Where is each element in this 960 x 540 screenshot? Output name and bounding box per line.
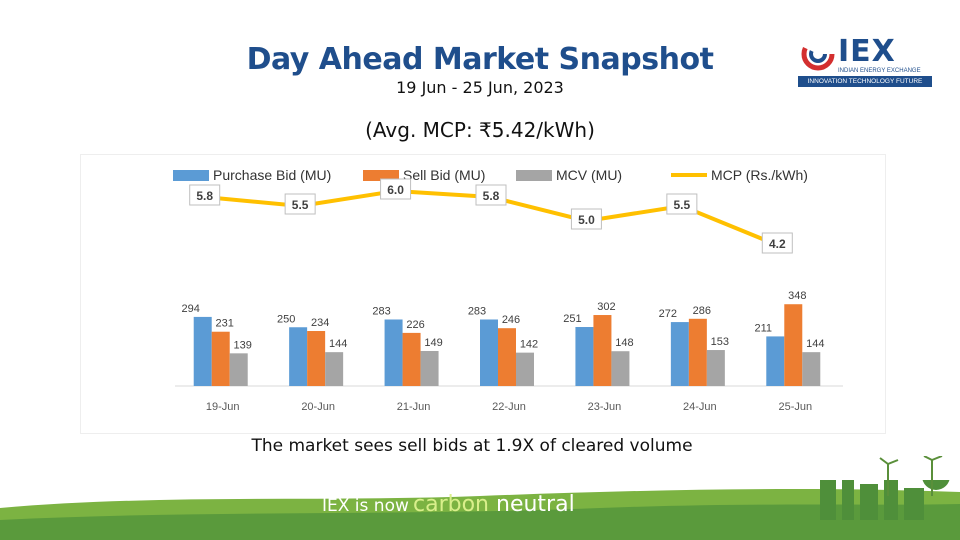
bar-label-0: 251 [563,313,581,325]
legend-swatch-1 [363,170,399,181]
mcp-label-box [570,208,602,230]
bar-1 [307,331,326,386]
bar-1 [498,328,516,386]
avg-mcp: (Avg. MCP: ₹5.42/kWh) [365,118,595,142]
bar-2 [325,352,344,386]
legend-label-0: Purchase Bid (MU) [213,167,331,183]
legend-swatch-2 [516,170,552,181]
mcp-label-box [189,184,221,206]
x-tick-label: 21-Jun [397,401,431,413]
bar-2 [706,350,725,386]
bar-label-2: 148 [615,337,633,349]
bar-1 [593,315,612,386]
bar-0 [384,319,403,386]
mcp-label: 6.0 [387,183,404,197]
mcp-label: 5.8 [483,189,500,203]
chart-panel: Purchase Bid (MU) Sell Bid (MU) MCV (MU) MC… [80,154,886,434]
bar-label-1: 246 [502,314,520,326]
footer-word-neutral: neutral [496,492,575,517]
x-tick-label: 20-Jun [301,401,335,413]
bar-label-2: 142 [520,339,538,351]
bar-label-2: 144 [806,338,824,350]
bar-label-2: 153 [711,336,729,348]
bar-1 [784,304,803,386]
bar-label-0: 272 [659,308,677,320]
bar-1 [211,331,230,386]
date-range: 19 Jun - 25 Jun, 2023 [396,78,564,97]
bar-2 [802,352,821,386]
market-note: The market sees sell bids at 1.9X of cle… [251,436,693,456]
bar-label-0: 250 [277,313,295,325]
bar-0 [289,327,308,386]
x-tick-label: 19-Jun [206,401,240,413]
logo-tagline: INNOVATION TECHNOLOGY FUTURE [798,76,932,87]
bar-label-0: 211 [755,322,773,334]
mcp-label: 5.5 [292,198,309,212]
bar-label-2: 144 [329,338,347,350]
bar-label-1: 348 [788,290,806,302]
footer-prefix: IEX is now [322,496,409,516]
bar-label-1: 302 [597,301,615,313]
legend-label-3: MCP (Rs./kWh) [711,167,808,183]
bar-label-1: 231 [216,318,234,330]
bar-label-0: 283 [372,305,390,317]
bar-0 [480,319,498,386]
city-skyline-icon [820,480,950,520]
page-title: Day Ahead Market Snapshot [246,42,714,77]
x-tick-label: 23-Jun [588,401,622,413]
mcp-label-box [380,178,412,200]
footer-word-carbon: carbon [413,492,489,517]
bar-2 [516,352,534,386]
bar-2 [229,353,248,386]
mcp-label-box [284,193,316,215]
mcp-label-box [475,184,507,206]
legend-label-2: MCV (MU) [556,167,622,183]
logo-name: IEX [838,34,896,69]
mcp-label: 4.2 [769,237,786,251]
bar-1 [402,332,421,386]
bar-0 [575,327,594,386]
bid-chart: Purchase Bid (MU) Sell Bid (MU) MCV (MU) MC… [173,167,843,413]
mcp-label: 5.8 [196,189,213,203]
logo-swirl-icon [801,37,835,71]
bar-0 [670,322,689,386]
bar-label-0: 294 [182,303,200,315]
wind-turbine-icon [879,456,943,496]
bar-0 [193,316,212,386]
bar-0 [766,336,785,386]
x-tick-label: 22-Jun [492,401,526,413]
bar-label-1: 234 [311,317,329,329]
bar-label-2: 149 [424,337,442,349]
bar-label-1: 226 [406,319,424,331]
bar-label-0: 283 [468,305,486,317]
mcp-label-box [761,232,793,254]
footer-tagline: carbon neutral [413,492,575,517]
bar-2 [611,351,630,386]
mcp-label: 5.0 [578,213,595,227]
logo-full-name: INDIAN ENERGY EXCHANGE [838,68,921,74]
mcp-label: 5.5 [674,198,691,212]
mcp-label-box [666,193,698,215]
legend-swatch-0 [173,170,209,181]
bar-2 [420,350,439,386]
bar-label-1: 286 [693,305,711,317]
x-tick-label: 24-Jun [683,401,717,413]
bar-label-2: 139 [234,339,252,351]
x-tick-label: 25-Jun [778,401,812,413]
legend-label-1: Sell Bid (MU) [403,167,485,183]
footer-banner [0,480,960,540]
iex-logo: IEX INDIAN ENERGY EXCHANGE INNOVATION TE… [798,34,932,88]
bar-1 [688,318,707,386]
